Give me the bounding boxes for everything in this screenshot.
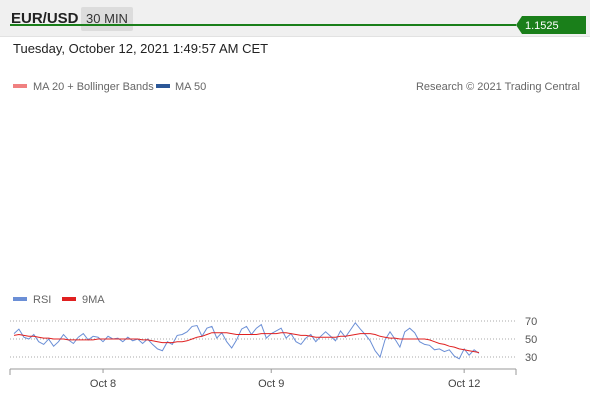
rsi-tick-label: 50 [525, 334, 537, 346]
price-levels [10, 24, 516, 26]
rsi-tick-label: 30 [525, 352, 537, 364]
rsi-9ma-line [13, 332, 480, 353]
legend-rsi-swatch [13, 297, 27, 301]
legend-bollinger-label: MA 20 + Bollinger Bands [33, 81, 154, 93]
datetime-label: Tuesday, October 12, 2021 1:49:57 AM CET [13, 41, 269, 56]
x-axis: Oct 8 Oct 9 Oct 12 [9, 368, 517, 390]
rsi-line [13, 321, 480, 360]
price-tag-support [516, 16, 586, 34]
legend-bollinger-swatch [13, 84, 27, 88]
legend-9ma-swatch [62, 297, 76, 301]
rsi-tick-label: 70 [525, 316, 537, 328]
legend-9ma-label: 9MA [82, 294, 105, 306]
price-label: 1.1525 [525, 20, 559, 32]
header-bar: EUR/USD 30 MIN [0, 0, 590, 37]
legend-ma50-label: MA 50 [175, 81, 206, 93]
x-tick-label: Oct 12 [448, 378, 480, 390]
x-tick-label: Oct 9 [258, 378, 284, 390]
price-level-labels: 1.16001.15851.15701.15531.15401.1525 [516, 16, 586, 34]
rsi-panel: 70 50 30 [10, 316, 537, 364]
symbol-label: EUR/USD [11, 10, 79, 27]
x-tick-label: Oct 8 [90, 378, 116, 390]
legend-rsi-label: RSI [33, 294, 51, 306]
timeframe-tab[interactable]: 30 MIN [81, 7, 133, 31]
attribution: Research © 2021 Trading Central [416, 81, 580, 93]
legend-ma50-swatch [156, 84, 170, 88]
